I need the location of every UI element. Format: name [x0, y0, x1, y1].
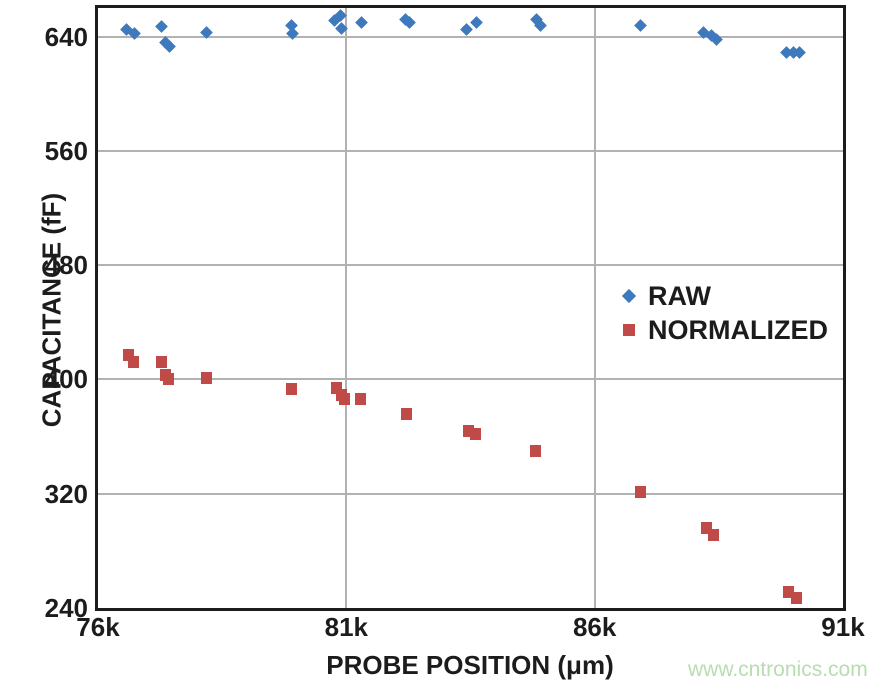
data-point-raw — [470, 15, 484, 29]
gridline-y-480 — [98, 264, 843, 267]
data-point-normalized — [201, 372, 213, 384]
plot-area — [98, 8, 843, 608]
data-point-normalized — [530, 444, 542, 457]
data-point-normalized — [462, 424, 474, 437]
legend: RAW NORMALIZED — [616, 281, 828, 349]
y-tick-400: 400 — [44, 364, 88, 395]
data-point-raw — [285, 27, 299, 41]
legend-entry-normalized: NORMALIZED — [616, 315, 828, 345]
data-point-normalized — [700, 522, 712, 534]
data-point-normalized — [708, 529, 720, 542]
x-tick-76k: 76k — [76, 612, 120, 642]
y-tick-480: 480 — [44, 250, 88, 281]
gridline-x-81k — [345, 8, 348, 608]
gridline-y-560 — [98, 149, 843, 152]
raw-diamond-icon — [621, 288, 637, 304]
data-point-normalized — [790, 592, 802, 604]
data-point-normalized — [354, 393, 366, 406]
data-point-raw — [354, 15, 368, 29]
y-tick-560: 560 — [44, 135, 88, 166]
gridline-y-400 — [98, 378, 843, 381]
y-tick-320: 320 — [44, 478, 88, 509]
gridline-y-640 — [98, 35, 843, 38]
y-tick-240: 240 — [44, 593, 88, 623]
data-point-normalized — [338, 393, 350, 406]
data-point-normalized — [635, 486, 647, 499]
data-point-raw — [155, 20, 168, 33]
legend-label-normalized: NORMALIZED — [648, 315, 828, 345]
data-point-normalized — [122, 349, 134, 362]
data-point-normalized — [400, 407, 412, 420]
x-axis-title: PROBE POSITION (μm) — [326, 650, 614, 680]
data-point-raw — [634, 18, 648, 32]
gridline-y-320 — [98, 492, 843, 495]
data-point-normalized — [163, 373, 175, 386]
gridline-x-86k — [593, 8, 596, 608]
x-tick-91k: 91k — [821, 612, 865, 642]
data-point-normalized — [156, 356, 168, 369]
normalized-square-icon — [623, 324, 635, 336]
data-point-normalized — [470, 427, 482, 440]
x-tick-86k: 86k — [572, 612, 617, 642]
y-tick-640: 640 — [44, 21, 88, 52]
legend-label-raw: RAW — [648, 281, 711, 311]
data-point-raw — [459, 23, 473, 36]
legend-entry-raw: RAW — [616, 281, 828, 311]
data-point-normalized — [782, 586, 794, 599]
y-axis-title: CAPACITANCE (fF) — [36, 192, 67, 428]
data-point-normalized — [330, 382, 342, 394]
x-tick-81k: 81k — [324, 612, 369, 642]
data-point-normalized — [285, 383, 297, 396]
watermark: www.cntronics.com — [688, 658, 868, 681]
data-point-normalized — [127, 356, 139, 369]
